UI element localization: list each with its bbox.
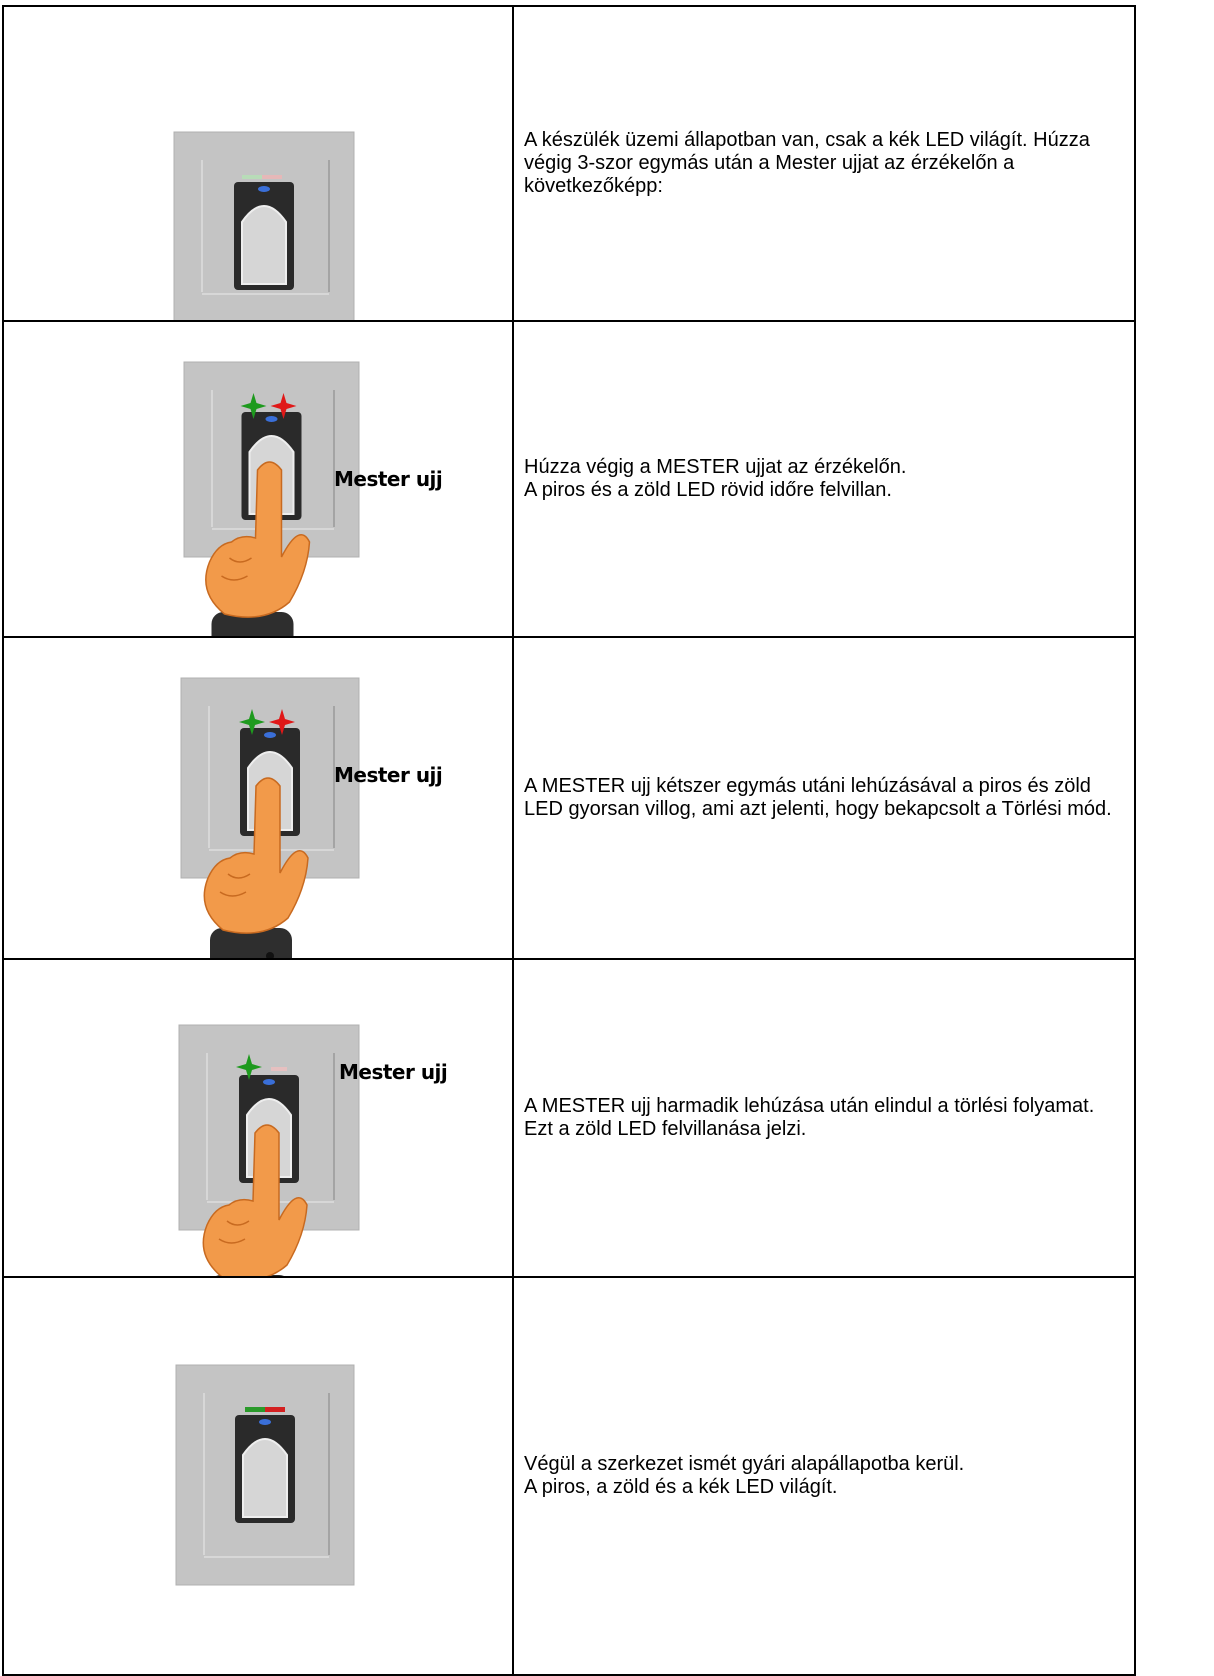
device-illustration	[183, 361, 360, 636]
led-flash	[270, 393, 297, 419]
sensor-surface	[241, 205, 287, 285]
device-illustration	[178, 1024, 360, 1276]
hand	[203, 777, 309, 934]
image-cell: Mester ujj	[2, 636, 514, 960]
green-led	[245, 1407, 265, 1412]
instruction-text: A piros és a zöld LED rövid időre felvil…	[524, 479, 892, 501]
knuckle-lines	[221, 557, 252, 581]
finger-label: Mester ujj	[334, 763, 443, 787]
red-led	[265, 1407, 285, 1412]
sensor-surface	[242, 1438, 288, 1518]
image-cell: Mester ujj	[2, 320, 514, 638]
device-illustration	[180, 677, 360, 958]
knuckle-lines	[218, 1220, 250, 1244]
instruction-text: A MESTER ujj kétszer egymás utáni lehúzá…	[524, 775, 1112, 820]
led-flash	[240, 393, 267, 419]
finger-label: Mester ujj	[339, 1060, 448, 1084]
instruction-text: A MESTER ujj harmadik lehúzása után elin…	[524, 1095, 1095, 1117]
blue-led	[264, 732, 276, 738]
finger-label: Mester ujj	[334, 467, 443, 491]
hand	[205, 461, 311, 618]
text-cell: A készülék üzemi állapotban van, csak a …	[512, 5, 1136, 322]
table-row: Végül a szerkezet ismét gyári alapállapo…	[2, 1276, 1136, 1676]
hand-cuff	[211, 612, 294, 636]
table-row: Mester ujj A MESTER ujj kétszer egymás ut…	[2, 636, 1136, 960]
knuckle-lines	[219, 873, 251, 897]
cuff-button	[266, 952, 274, 958]
blue-led	[263, 1079, 275, 1085]
table-body: A készülék üzemi állapotban van, csak a …	[2, 5, 1136, 1676]
image-cell	[2, 1276, 514, 1676]
red-led	[271, 1067, 287, 1071]
red-led	[262, 175, 282, 179]
led-flash	[239, 709, 265, 735]
hand-cuff	[210, 928, 292, 958]
text-cell: Végül a szerkezet ismét gyári alapállapo…	[512, 1276, 1136, 1676]
table-row: Mester ujj Húzza végig a MESTER ujjat az …	[2, 320, 1136, 638]
hand	[202, 1124, 308, 1276]
device-illustration	[173, 131, 355, 320]
blue-led	[258, 186, 270, 192]
instruction-text: Végül a szerkezet ismét gyári alapállapo…	[524, 1453, 965, 1475]
image-cell	[2, 5, 514, 322]
led-flash	[269, 709, 295, 735]
device-illustration	[175, 1364, 355, 1586]
text-cell: Húzza végig a MESTER ujjat az érzékelőn.…	[512, 320, 1136, 638]
instruction-text: Ezt a zöld LED felvillanása jelzi.	[524, 1118, 807, 1140]
instruction-text: A piros, a zöld és a kék LED világít.	[524, 1476, 838, 1498]
green-led	[242, 175, 262, 179]
text-cell: A MESTER ujj kétszer egymás utáni lehúzá…	[512, 636, 1136, 960]
image-cell: Mester ujj	[2, 958, 514, 1278]
blue-led	[265, 416, 278, 422]
blue-led	[259, 1419, 271, 1425]
steps-table: A készülék üzemi állapotban van, csak a …	[2, 5, 1136, 1676]
table-row: Mester ujj A MESTER ujj harmadik lehúzása…	[2, 958, 1136, 1278]
instruction-text: A készülék üzemi állapotban van, csak a …	[524, 129, 1090, 197]
table-row: A készülék üzemi állapotban van, csak a …	[2, 5, 1136, 322]
text-cell: A MESTER ujj harmadik lehúzása után elin…	[512, 958, 1136, 1278]
instruction-text: Húzza végig a MESTER ujjat az érzékelőn.	[524, 456, 907, 478]
led-flash	[236, 1054, 262, 1080]
